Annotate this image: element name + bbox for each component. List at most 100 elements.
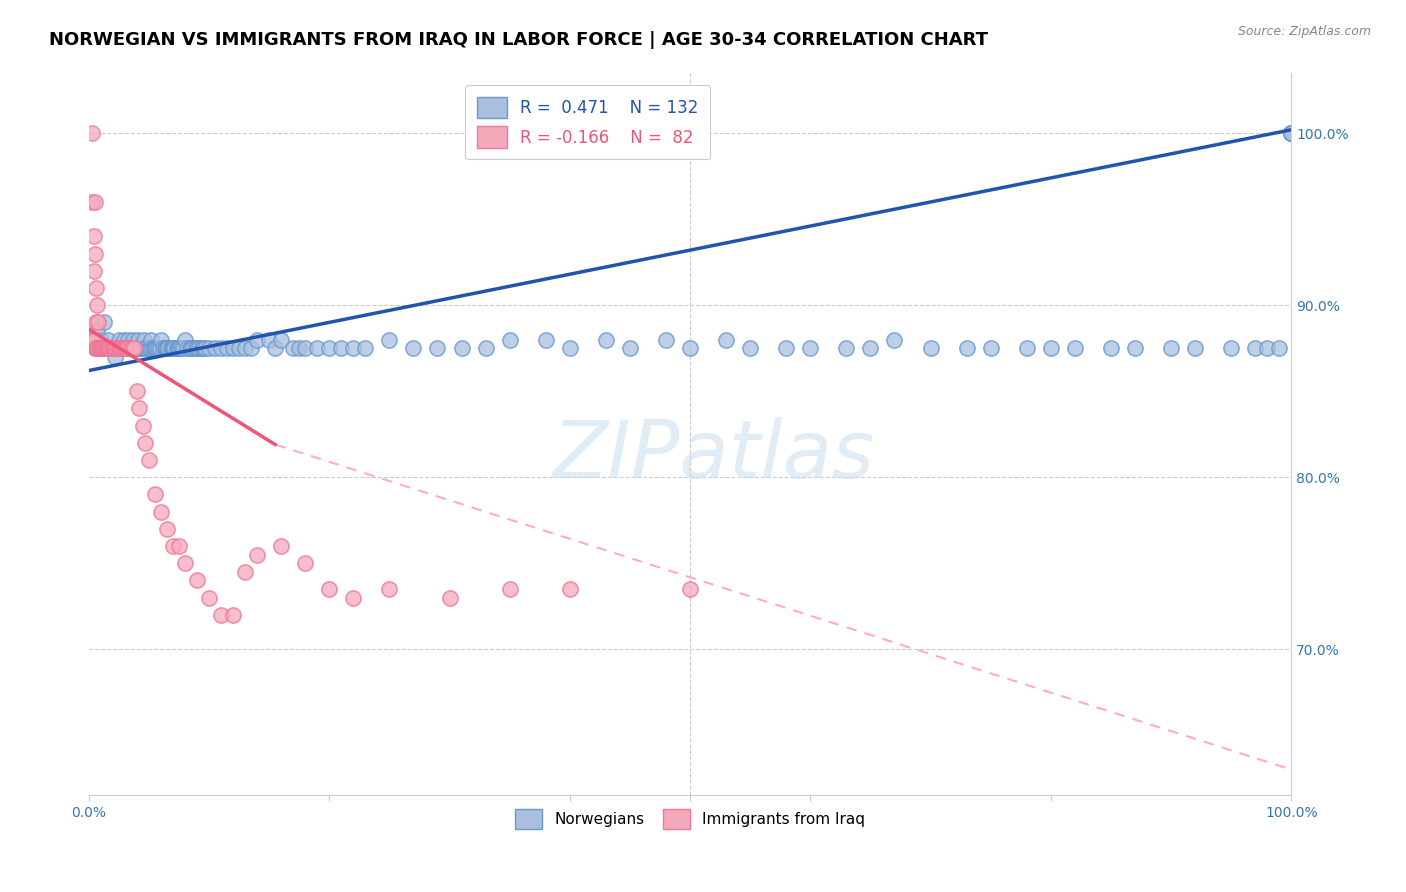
Point bbox=[107, 341, 129, 355]
Point bbox=[775, 341, 797, 355]
Point bbox=[1015, 341, 1038, 355]
Point bbox=[132, 341, 155, 355]
Point bbox=[246, 333, 269, 347]
Point bbox=[159, 341, 181, 355]
Point bbox=[354, 341, 377, 355]
Point bbox=[83, 229, 105, 244]
Point bbox=[101, 341, 124, 355]
Point bbox=[1268, 341, 1291, 355]
Point bbox=[149, 341, 172, 355]
Point bbox=[97, 341, 120, 355]
Point bbox=[270, 539, 292, 553]
Point bbox=[91, 341, 114, 355]
Point bbox=[90, 341, 112, 355]
Point bbox=[103, 341, 125, 355]
Point bbox=[558, 582, 581, 596]
Text: ZIPatlas: ZIPatlas bbox=[553, 417, 875, 495]
Point bbox=[114, 341, 136, 355]
Point bbox=[179, 341, 201, 355]
Point bbox=[170, 341, 193, 355]
Point bbox=[1220, 341, 1243, 355]
Point bbox=[149, 333, 172, 347]
Point bbox=[86, 341, 108, 355]
Point bbox=[162, 341, 184, 355]
Point bbox=[103, 341, 125, 355]
Point bbox=[90, 333, 112, 347]
Point bbox=[89, 341, 111, 355]
Point bbox=[342, 341, 364, 355]
Point bbox=[157, 341, 180, 355]
Point bbox=[143, 341, 166, 355]
Point bbox=[93, 315, 115, 329]
Point bbox=[799, 341, 821, 355]
Point bbox=[450, 341, 472, 355]
Point bbox=[89, 341, 111, 355]
Point bbox=[288, 341, 311, 355]
Point bbox=[83, 246, 105, 260]
Point bbox=[107, 341, 129, 355]
Point bbox=[270, 333, 292, 347]
Point bbox=[679, 341, 702, 355]
Point bbox=[148, 341, 170, 355]
Point bbox=[595, 333, 617, 347]
Point bbox=[174, 333, 197, 347]
Point bbox=[84, 341, 107, 355]
Point bbox=[115, 341, 138, 355]
Point bbox=[83, 264, 105, 278]
Point bbox=[107, 341, 129, 355]
Point bbox=[222, 607, 245, 622]
Point bbox=[194, 341, 217, 355]
Point bbox=[378, 333, 401, 347]
Point bbox=[84, 281, 107, 295]
Point bbox=[108, 341, 131, 355]
Point bbox=[330, 341, 353, 355]
Point bbox=[186, 341, 208, 355]
Point bbox=[156, 522, 179, 536]
Point bbox=[143, 487, 166, 501]
Point bbox=[139, 341, 162, 355]
Point bbox=[107, 333, 129, 347]
Point bbox=[98, 341, 121, 355]
Point bbox=[110, 341, 132, 355]
Point bbox=[145, 341, 167, 355]
Point bbox=[117, 341, 139, 355]
Point bbox=[318, 582, 340, 596]
Point bbox=[426, 341, 449, 355]
Point bbox=[138, 341, 160, 355]
Point bbox=[233, 565, 256, 579]
Point bbox=[740, 341, 762, 355]
Point bbox=[167, 341, 190, 355]
Point bbox=[209, 607, 232, 622]
Point bbox=[1123, 341, 1146, 355]
Point bbox=[101, 341, 124, 355]
Point bbox=[115, 341, 138, 355]
Point bbox=[204, 341, 226, 355]
Point bbox=[1279, 126, 1302, 140]
Point bbox=[1279, 126, 1302, 140]
Point bbox=[127, 333, 149, 347]
Point bbox=[115, 341, 138, 355]
Point bbox=[166, 341, 188, 355]
Point bbox=[124, 341, 146, 355]
Point bbox=[128, 341, 150, 355]
Point bbox=[439, 591, 461, 605]
Point bbox=[294, 341, 316, 355]
Point bbox=[956, 341, 979, 355]
Point bbox=[883, 333, 905, 347]
Point bbox=[132, 333, 155, 347]
Legend: Norwegians, Immigrants from Iraq: Norwegians, Immigrants from Iraq bbox=[509, 803, 872, 835]
Point bbox=[378, 582, 401, 596]
Point bbox=[131, 341, 153, 355]
Point bbox=[134, 341, 156, 355]
Point bbox=[97, 341, 120, 355]
Point bbox=[108, 341, 131, 355]
Point bbox=[124, 341, 146, 355]
Point bbox=[167, 539, 190, 553]
Point bbox=[155, 341, 177, 355]
Point bbox=[835, 341, 858, 355]
Point bbox=[474, 341, 496, 355]
Point bbox=[112, 333, 135, 347]
Point bbox=[134, 435, 156, 450]
Point bbox=[184, 341, 207, 355]
Point bbox=[152, 341, 174, 355]
